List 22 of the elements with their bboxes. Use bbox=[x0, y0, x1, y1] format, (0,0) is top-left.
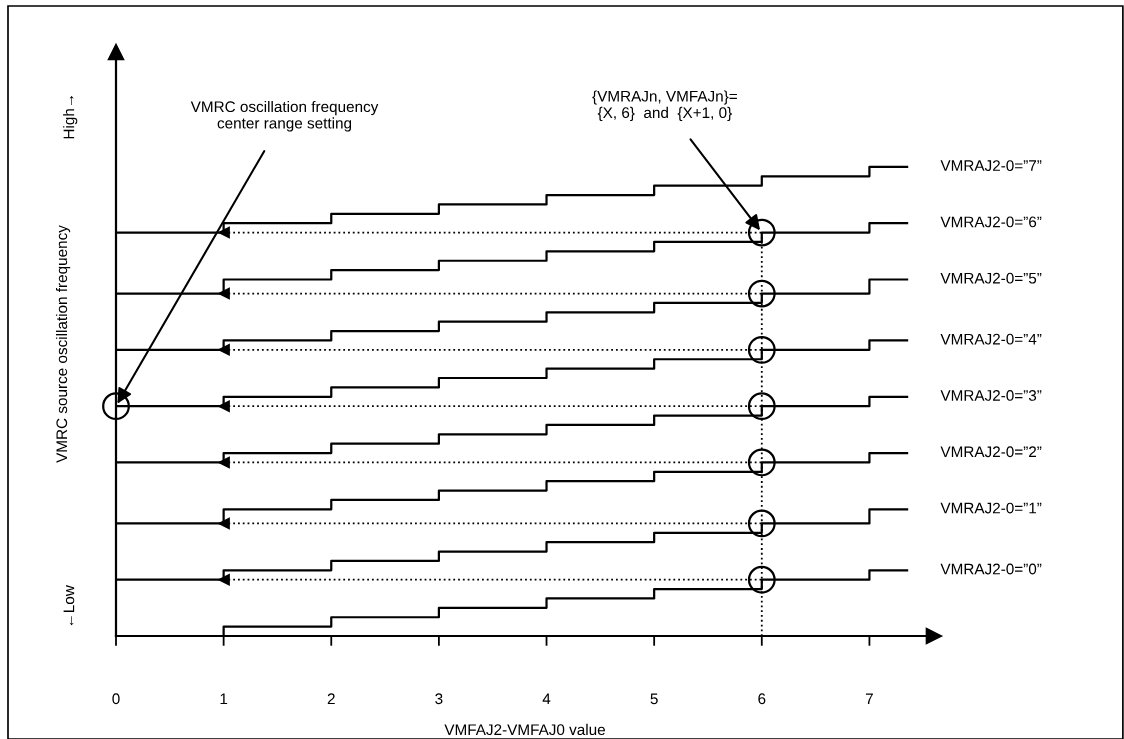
text: VMRAJ2-0=”4” bbox=[940, 333, 1042, 345]
x-tick-label: 0 bbox=[112, 693, 120, 705]
x-tick-label: 7 bbox=[865, 693, 873, 705]
annotation: VMRC oscillation frequency center range setting bbox=[190, 100, 379, 132]
y-axis-title: VMRC source oscillation frequency bbox=[55, 225, 71, 463]
annotation: {VMRAJn, VMFAJn}= {X, 6} and {X+1, 0} bbox=[592, 90, 737, 122]
x-tick-label: 6 bbox=[758, 693, 766, 705]
text: ←Low bbox=[63, 585, 75, 626]
text: VMRAJ2-0=”7” bbox=[940, 160, 1042, 172]
x-tick-label: 3 bbox=[435, 693, 443, 705]
text: VMRAJ2-0=”3” bbox=[940, 390, 1042, 401]
text: High→ bbox=[63, 96, 78, 139]
text: VMRAJ2-0=”5” bbox=[940, 272, 1042, 284]
x-tick-label: 1 bbox=[220, 693, 228, 705]
x-tick-label: 4 bbox=[542, 693, 551, 705]
text: VMRAJ2-0=”2” bbox=[940, 446, 1042, 458]
text: VMRAJ2-0=”6” bbox=[940, 216, 1042, 228]
x-axis-title: VMFAJ2-VMFAJ0 value bbox=[444, 723, 605, 736]
text: VMRAJ2-0=”0” bbox=[940, 563, 1042, 575]
text: VMRAJ2-0=”1” bbox=[940, 502, 1042, 514]
x-tick-label: 2 bbox=[327, 693, 335, 705]
x-tick-label: 5 bbox=[650, 693, 658, 705]
